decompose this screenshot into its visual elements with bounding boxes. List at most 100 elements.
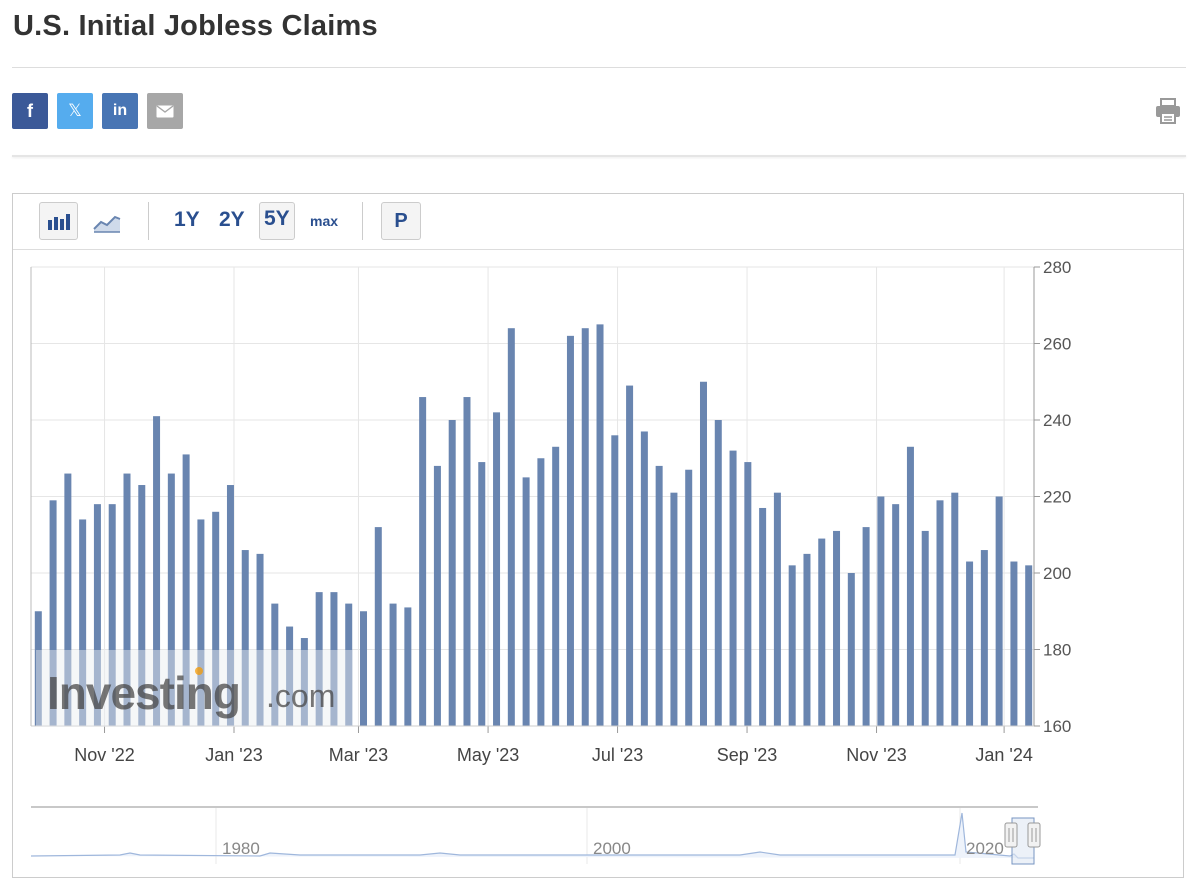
facebook-share-button[interactable]: f	[12, 93, 48, 129]
bar	[389, 603, 397, 726]
y-tick-label: 160	[1043, 717, 1071, 736]
x-tick-label: Nov '23	[846, 745, 906, 765]
bar	[286, 626, 294, 726]
bar	[448, 420, 456, 726]
y-tick-label: 260	[1043, 335, 1071, 354]
range-max-button[interactable]: max	[310, 213, 339, 229]
bar	[493, 412, 501, 726]
bar	[1025, 565, 1033, 726]
bar	[566, 335, 574, 726]
bar	[995, 496, 1003, 726]
bar	[655, 465, 663, 726]
bar	[241, 550, 249, 726]
bar	[419, 397, 427, 726]
bar	[522, 477, 530, 726]
x-tick-label: Mar '23	[329, 745, 388, 765]
x-tick-label: Jul '23	[592, 745, 643, 765]
bar	[300, 638, 308, 726]
y-tick-label: 220	[1043, 488, 1071, 507]
bar-chart-button[interactable]	[39, 202, 78, 240]
bar	[79, 519, 87, 726]
linkedin-share-button[interactable]: in	[102, 93, 138, 129]
chart-toolbar: 1Y 2Y 5Y max P	[13, 194, 1183, 250]
bar	[788, 565, 796, 726]
email-share-button[interactable]	[147, 93, 183, 129]
navigator-series	[30, 812, 1034, 859]
bar	[138, 485, 146, 726]
bar	[744, 462, 752, 726]
range-2y-button[interactable]: 2Y	[219, 208, 245, 231]
bar	[93, 504, 101, 726]
printer-icon[interactable]	[1154, 97, 1182, 125]
page-title: U.S. Initial Jobless Claims	[13, 10, 378, 42]
bar	[611, 435, 619, 726]
bar	[906, 446, 914, 726]
line-chart-icon	[93, 215, 121, 233]
bar	[182, 454, 190, 726]
bar	[1010, 561, 1018, 726]
bar	[123, 473, 131, 726]
y-tick-label: 180	[1043, 641, 1071, 660]
line-chart-button[interactable]	[91, 208, 129, 236]
bar	[552, 446, 560, 726]
y-tick-label: 240	[1043, 411, 1071, 430]
bar	[360, 611, 368, 726]
twitter-share-button[interactable]: 𝕏	[57, 93, 93, 129]
linkedin-icon: in	[112, 102, 128, 119]
bar	[271, 603, 279, 726]
toolbar-separator	[148, 202, 149, 240]
investing-watermark: Investing .com	[36, 650, 352, 727]
envelope-icon	[156, 104, 174, 117]
x-tick-label: May '23	[457, 745, 519, 765]
y-tick-label: 280	[1043, 258, 1071, 277]
toolbar-separator	[362, 202, 363, 240]
bar-chart-icon	[47, 214, 70, 230]
bar	[153, 416, 161, 726]
bar	[892, 504, 900, 726]
bar	[980, 550, 988, 726]
bar	[685, 469, 693, 726]
bar	[670, 492, 678, 726]
navigator-label-2000: 2000	[593, 839, 631, 858]
y-axis-ticks: 280 260 240 220 200 180 160	[1033, 258, 1071, 736]
bar	[951, 492, 959, 726]
navigator-right-handle[interactable]	[1027, 822, 1041, 848]
bar	[877, 496, 885, 726]
x-tick-label: Sep '23	[717, 745, 778, 765]
x-tick-label: Jan '24	[975, 745, 1032, 765]
bar	[596, 324, 604, 726]
bar	[108, 504, 116, 726]
bar	[197, 519, 205, 726]
range-5y-button[interactable]: 5Y	[259, 202, 295, 240]
bar	[773, 492, 781, 726]
bar	[626, 385, 634, 726]
p-button[interactable]: P	[381, 202, 421, 240]
bar	[640, 431, 648, 726]
bar	[212, 511, 220, 726]
chart-panel: 1Y 2Y 5Y max P	[12, 193, 1184, 878]
bar	[936, 500, 944, 726]
bar	[404, 607, 412, 726]
bar	[537, 458, 545, 726]
bar	[433, 465, 441, 726]
bar	[507, 328, 515, 726]
divider	[12, 67, 1186, 68]
x-axis-ticks: Nov '22 Jan '23 Mar '23 May '23 Jul '23 Sep '…	[31, 725, 1034, 765]
bar	[833, 530, 841, 726]
bar	[315, 592, 323, 726]
bar	[803, 553, 811, 726]
navigator-label-1980: 1980	[222, 839, 260, 858]
watermark-backdrop	[36, 650, 352, 727]
bar	[966, 561, 974, 726]
bar	[759, 507, 767, 726]
watermark-brand: Investing	[47, 667, 240, 719]
x-tick-label: Jan '23	[205, 745, 262, 765]
facebook-icon: f	[27, 100, 33, 121]
bar	[256, 553, 264, 726]
navigator-label-2020: 2020	[966, 839, 1004, 858]
navigator-left-handle[interactable]	[1004, 822, 1018, 848]
time-navigator: 1980 2000 2020	[30, 806, 1041, 865]
bar	[167, 473, 175, 726]
range-1y-button[interactable]: 1Y	[174, 208, 200, 231]
